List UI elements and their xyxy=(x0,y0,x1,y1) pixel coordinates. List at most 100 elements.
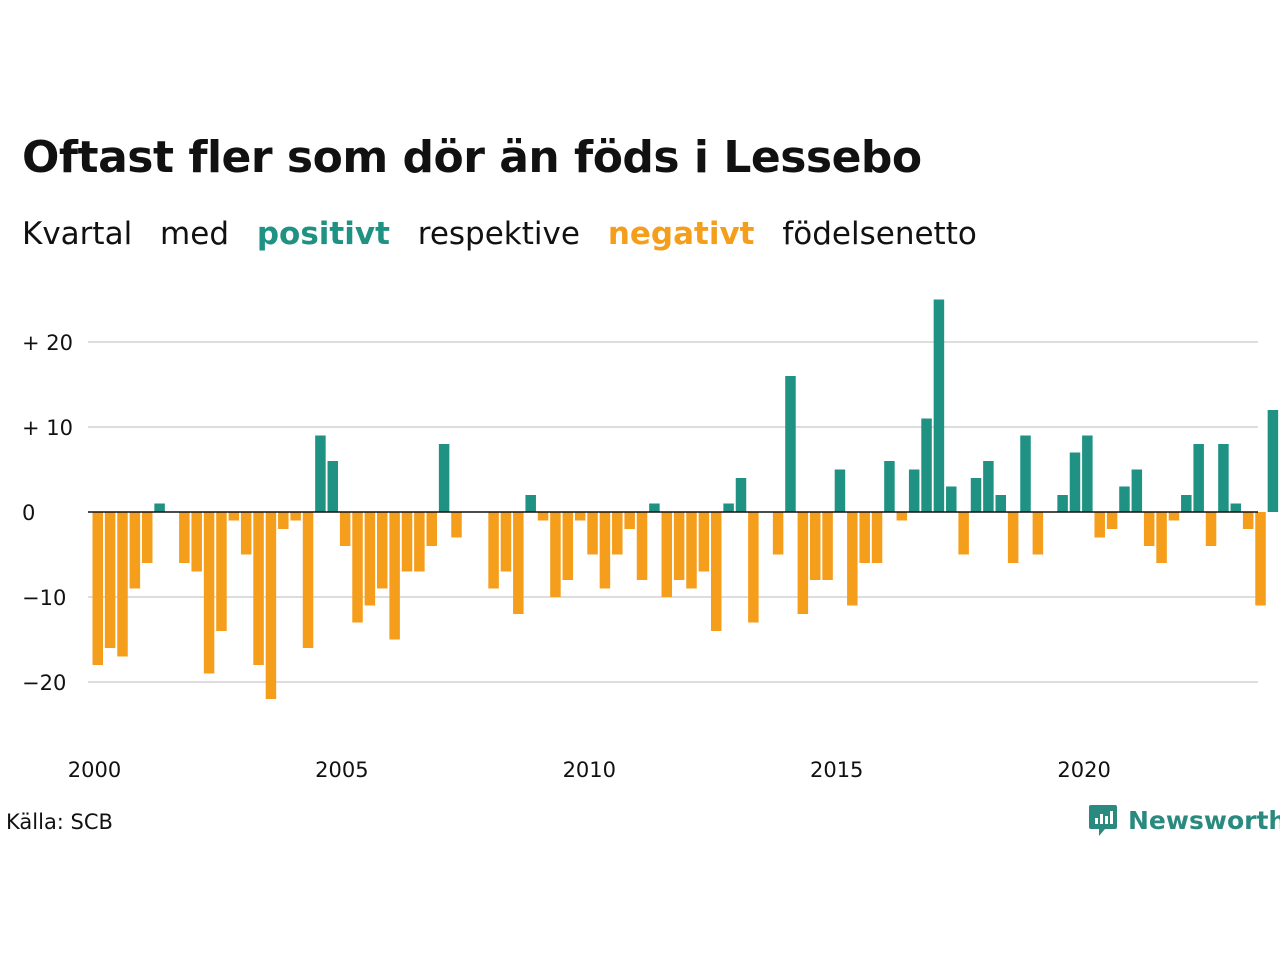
bar xyxy=(179,512,190,563)
bar xyxy=(426,512,437,546)
bar xyxy=(983,461,994,512)
bar xyxy=(1094,512,1105,538)
bar xyxy=(1156,512,1167,563)
bar xyxy=(946,486,957,512)
chart-subtitle: Kvartal med positivt respektive negativt… xyxy=(22,216,995,252)
subtitle-word-respektive: respektive xyxy=(417,216,580,252)
bar xyxy=(1131,469,1143,512)
bar xyxy=(723,503,734,512)
bar xyxy=(1069,452,1081,512)
bar xyxy=(315,435,326,512)
bar xyxy=(537,512,549,521)
source-label: Källa: SCB xyxy=(6,810,113,834)
bar xyxy=(908,469,920,512)
bar xyxy=(649,503,660,512)
bar xyxy=(228,512,240,521)
bar xyxy=(636,512,648,580)
bar xyxy=(1205,512,1217,546)
bar xyxy=(550,512,561,597)
bar xyxy=(401,512,413,572)
x-tick-label: 2000 xyxy=(68,758,121,782)
bar xyxy=(1143,512,1155,546)
y-tick-label: −20 xyxy=(22,671,66,695)
brand-name: Newsworthy xyxy=(1128,805,1280,835)
bar xyxy=(278,512,289,529)
bar xyxy=(1242,512,1254,529)
bar xyxy=(921,418,932,512)
bar xyxy=(809,512,821,580)
bar xyxy=(871,512,883,563)
bar xyxy=(339,512,351,546)
brand-logo: Newsworthy xyxy=(1088,803,1280,837)
bar xyxy=(933,299,945,512)
x-tick-label: 2010 xyxy=(563,758,616,782)
bar xyxy=(389,512,400,640)
bar xyxy=(661,512,673,597)
x-tick-label: 2005 xyxy=(315,758,368,782)
subtitle-negative-word: negativt xyxy=(607,216,755,252)
bar xyxy=(624,512,635,529)
bar xyxy=(414,512,425,572)
bar xyxy=(377,512,388,589)
subtitle-word-kvartal: Kvartal xyxy=(22,216,133,252)
bar xyxy=(438,444,450,512)
bar xyxy=(859,512,870,563)
bar xyxy=(327,461,339,512)
x-tick-label: 2015 xyxy=(810,758,863,782)
bar xyxy=(772,512,784,555)
bar xyxy=(574,512,586,521)
bar xyxy=(1082,435,1093,512)
bar xyxy=(1119,486,1130,512)
bar xyxy=(488,512,499,589)
bar xyxy=(525,495,536,512)
bar xyxy=(513,512,524,614)
bar xyxy=(1193,444,1204,512)
bar xyxy=(1267,410,1279,512)
bar xyxy=(1255,512,1266,606)
subtitle-positive-word: positivt xyxy=(256,216,390,252)
bar xyxy=(141,512,153,563)
bar xyxy=(500,512,512,572)
bar xyxy=(562,512,574,580)
bar xyxy=(451,512,462,538)
bar xyxy=(1106,512,1118,529)
bar xyxy=(203,512,215,674)
bar xyxy=(847,512,858,606)
subtitle-word-med: med xyxy=(160,216,229,252)
bar xyxy=(735,478,747,512)
bar xyxy=(1007,512,1019,563)
bar xyxy=(587,512,598,555)
bar xyxy=(970,478,982,512)
bar xyxy=(995,495,1007,512)
newsworthy-logo-icon xyxy=(1089,805,1117,836)
bar xyxy=(364,512,376,606)
x-tick-label: 2020 xyxy=(1057,758,1110,782)
bar xyxy=(129,512,141,589)
bar xyxy=(686,512,697,589)
y-tick-label: 0 xyxy=(22,501,35,525)
chart-title: Oftast fler som dör än föds i Lessebo xyxy=(22,132,922,183)
bar xyxy=(896,512,908,521)
y-tick-label: + 20 xyxy=(22,331,73,355)
bar xyxy=(253,512,264,665)
bar xyxy=(711,512,722,631)
bar xyxy=(240,512,252,555)
bar xyxy=(785,376,796,512)
bar xyxy=(1020,435,1031,512)
bar xyxy=(352,512,363,623)
bar xyxy=(154,503,165,512)
bar xyxy=(290,512,301,521)
bar xyxy=(673,512,685,580)
bar xyxy=(958,512,969,555)
bar xyxy=(884,461,895,512)
bar xyxy=(1057,495,1068,512)
bar xyxy=(302,512,314,648)
bar xyxy=(104,512,116,648)
bar xyxy=(1032,512,1044,555)
bar xyxy=(1181,495,1192,512)
bar xyxy=(797,512,809,614)
bar xyxy=(822,512,833,580)
bar xyxy=(834,469,846,512)
bar xyxy=(748,512,759,623)
subtitle-word-fodelsenetto: födelsenetto xyxy=(782,216,977,252)
